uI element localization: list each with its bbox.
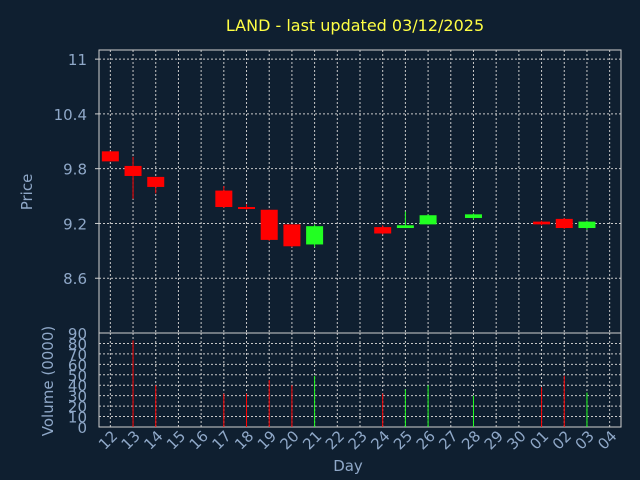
volume-tick-label: 80 xyxy=(68,335,87,353)
volume-tick-label: 90 xyxy=(68,325,87,343)
volume-tick-label: 60 xyxy=(68,356,87,374)
candle-body xyxy=(147,176,165,187)
volume-tick-label: 0 xyxy=(77,419,87,437)
price-tick-label: 9.2 xyxy=(63,215,87,233)
candle-body xyxy=(238,207,256,210)
price-tick-label: 9.8 xyxy=(63,161,87,179)
candle-body xyxy=(306,226,324,245)
candle-body xyxy=(578,221,596,229)
price-panel: 11 10.4 9.8 9.2 8.6 xyxy=(54,49,622,334)
chart-title: LAND - last updated 03/12/2025 xyxy=(226,16,484,35)
candle-body xyxy=(124,165,142,176)
candle-body xyxy=(283,224,301,247)
volume-axis-label: Volume (0000) xyxy=(39,326,57,436)
candle-body xyxy=(396,225,414,229)
volume-tick-label: 10 xyxy=(68,409,87,427)
volume-tick-label: 70 xyxy=(68,346,87,364)
x-axis-label: Day xyxy=(333,457,363,475)
price-tick-label: 10.4 xyxy=(54,106,87,124)
price-tick-label: 8.6 xyxy=(63,270,87,288)
candle-body xyxy=(419,215,437,225)
volume-tick-label: 50 xyxy=(68,367,87,385)
candle-body xyxy=(260,209,278,240)
volume-tick-label: 40 xyxy=(68,377,87,395)
price-axis-label: Price xyxy=(18,174,36,211)
candle-body xyxy=(374,227,392,234)
candle-body xyxy=(464,214,482,218)
volume-frame xyxy=(98,332,622,428)
candle-body xyxy=(101,151,119,162)
candle-body xyxy=(215,190,233,208)
candle-body xyxy=(533,221,551,225)
candle-body xyxy=(555,218,573,229)
price-tick-label: 11 xyxy=(68,51,87,69)
volume-tick-label: 20 xyxy=(68,398,87,416)
x-tick-label: 04 xyxy=(594,427,620,453)
volume-tick-label: 30 xyxy=(68,388,87,406)
